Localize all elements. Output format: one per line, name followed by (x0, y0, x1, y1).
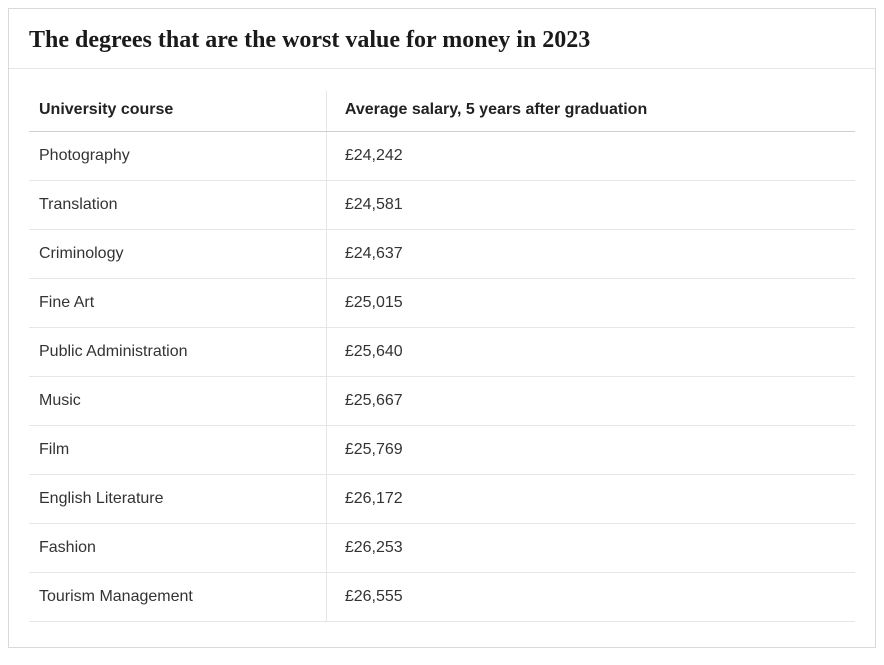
cell-salary: £24,242 (326, 132, 855, 181)
cell-course: Fashion (29, 524, 326, 573)
table-row: Criminology £24,637 (29, 230, 855, 279)
table-row: English Literature £26,172 (29, 475, 855, 524)
cell-salary: £25,640 (326, 328, 855, 377)
cell-salary: £25,015 (326, 279, 855, 328)
degrees-table: University course Average salary, 5 year… (29, 91, 855, 622)
table-wrap: University course Average salary, 5 year… (9, 69, 875, 622)
table-row: Fashion £26,253 (29, 524, 855, 573)
cell-course: Public Administration (29, 328, 326, 377)
cell-course: Tourism Management (29, 573, 326, 622)
cell-course: Fine Art (29, 279, 326, 328)
table-row: Translation £24,581 (29, 181, 855, 230)
table-row: Fine Art £25,015 (29, 279, 855, 328)
cell-salary: £25,667 (326, 377, 855, 426)
cell-salary: £24,637 (326, 230, 855, 279)
table-row: Film £25,769 (29, 426, 855, 475)
column-header-salary: Average salary, 5 years after graduation (326, 91, 855, 132)
table-header-row: University course Average salary, 5 year… (29, 91, 855, 132)
cell-course: Translation (29, 181, 326, 230)
cell-salary: £26,555 (326, 573, 855, 622)
table-row: Tourism Management £26,555 (29, 573, 855, 622)
cell-course: English Literature (29, 475, 326, 524)
cell-salary: £26,172 (326, 475, 855, 524)
table-title: The degrees that are the worst value for… (9, 9, 875, 69)
cell-salary: £26,253 (326, 524, 855, 573)
cell-course: Film (29, 426, 326, 475)
cell-course: Photography (29, 132, 326, 181)
table-row: Photography £24,242 (29, 132, 855, 181)
cell-salary: £25,769 (326, 426, 855, 475)
cell-salary: £24,581 (326, 181, 855, 230)
cell-course: Criminology (29, 230, 326, 279)
column-header-course: University course (29, 91, 326, 132)
cell-course: Music (29, 377, 326, 426)
table-card: The degrees that are the worst value for… (8, 8, 876, 648)
table-row: Music £25,667 (29, 377, 855, 426)
table-row: Public Administration £25,640 (29, 328, 855, 377)
